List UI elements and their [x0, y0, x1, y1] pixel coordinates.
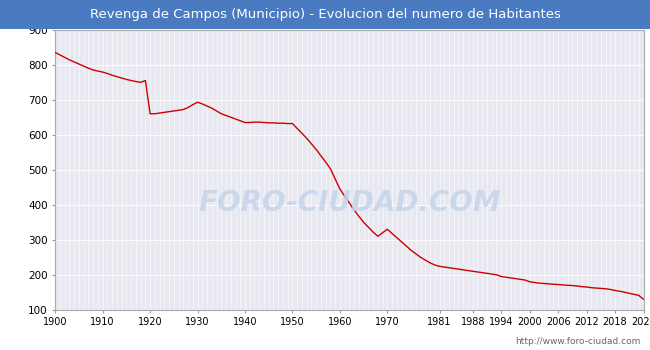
Text: Revenga de Campos (Municipio) - Evolucion del numero de Habitantes: Revenga de Campos (Municipio) - Evolucio… — [90, 8, 560, 21]
Text: FORO-CIUDAD.COM: FORO-CIUDAD.COM — [198, 189, 500, 217]
Text: http://www.foro-ciudad.com: http://www.foro-ciudad.com — [515, 337, 640, 346]
